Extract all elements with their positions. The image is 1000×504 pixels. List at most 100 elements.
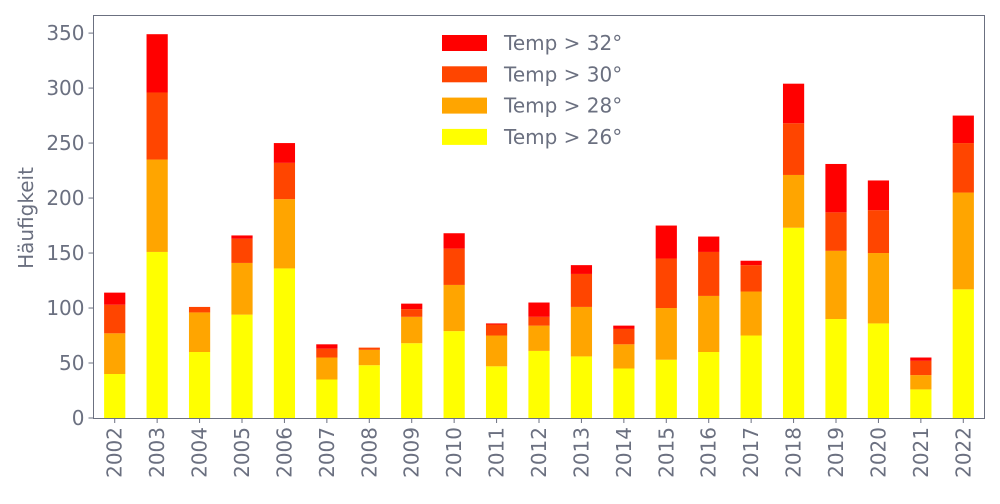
bar-2021-series-2 bbox=[910, 360, 932, 376]
bar-2011-series-1 bbox=[485, 335, 508, 367]
legend-label: Temp > 26° bbox=[503, 125, 622, 149]
x-tick-label: 2022 bbox=[951, 427, 975, 478]
bar-2022-series-0 bbox=[952, 289, 974, 418]
bar-2002-series-2 bbox=[104, 304, 126, 334]
bar-2016-series-1 bbox=[698, 295, 720, 353]
legend-swatch bbox=[442, 128, 487, 145]
legend-swatch bbox=[442, 97, 487, 114]
bar-2009-series-0 bbox=[401, 343, 423, 418]
x-tick-label: 2008 bbox=[357, 427, 381, 478]
bar-2010-series-1 bbox=[443, 284, 465, 332]
bar-2002-series-3 bbox=[104, 292, 126, 305]
bar-2002-series-1 bbox=[104, 333, 126, 375]
bar-2013-series-3 bbox=[570, 265, 593, 274]
x-tick-label: 2014 bbox=[612, 427, 636, 478]
y-tick-label: 100 bbox=[46, 296, 84, 320]
x-tick-label: 2018 bbox=[782, 427, 806, 478]
x-tick-label: 2004 bbox=[188, 427, 212, 478]
bar-2014-series-2 bbox=[613, 328, 635, 345]
bar-2011-series-2 bbox=[485, 324, 508, 336]
bar-2010-series-0 bbox=[443, 331, 465, 418]
y-tick-label: 50 bbox=[59, 351, 84, 375]
y-tick-label: 150 bbox=[46, 241, 84, 265]
bar-2013-series-1 bbox=[570, 306, 593, 357]
bar-2006-series-3 bbox=[273, 143, 296, 163]
bar-2012-series-0 bbox=[528, 350, 550, 418]
bar-2005-series-0 bbox=[231, 314, 253, 418]
x-tick-label: 2017 bbox=[739, 427, 763, 478]
y-tick-label: 250 bbox=[46, 131, 84, 155]
x-tick-label: 2020 bbox=[866, 427, 890, 478]
bar-2015-series-3 bbox=[655, 225, 677, 259]
bar-2015-series-1 bbox=[655, 308, 677, 360]
bar-2018-series-2 bbox=[782, 123, 805, 175]
bar-2019-series-0 bbox=[825, 319, 847, 418]
bar-2020-series-2 bbox=[867, 210, 890, 254]
bar-2017-series-0 bbox=[740, 335, 762, 418]
x-tick-label: 2011 bbox=[485, 427, 509, 478]
y-axis-label: Häufigkeit bbox=[14, 167, 38, 269]
bar-2020-series-3 bbox=[867, 180, 890, 211]
bar-2003-series-3 bbox=[146, 34, 168, 93]
bar-2006-series-1 bbox=[273, 199, 296, 269]
bar-2006-series-0 bbox=[273, 268, 296, 418]
bar-2017-series-3 bbox=[740, 260, 762, 266]
bar-2019-series-3 bbox=[825, 163, 847, 213]
x-tick-label: 2010 bbox=[442, 427, 466, 478]
legend-swatch bbox=[442, 35, 487, 51]
y-tick-label: 300 bbox=[46, 76, 84, 100]
bar-2008-series-0 bbox=[358, 365, 380, 418]
bar-2005-series-3 bbox=[231, 235, 253, 239]
x-tick-label: 2009 bbox=[400, 427, 424, 478]
bar-2014-series-1 bbox=[613, 344, 635, 369]
legend-label: Temp > 28° bbox=[503, 94, 622, 118]
bar-2010-series-2 bbox=[443, 248, 465, 285]
bar-2008-series-2 bbox=[358, 347, 380, 350]
bar-2022-series-2 bbox=[952, 143, 974, 193]
bar-2013-series-2 bbox=[570, 273, 593, 307]
bar-2006-series-2 bbox=[273, 162, 296, 200]
bar-2021-series-0 bbox=[910, 389, 932, 418]
y-tick-label: 0 bbox=[72, 406, 85, 430]
bar-2018-series-3 bbox=[782, 83, 805, 124]
bar-2016-series-3 bbox=[698, 236, 720, 252]
bar-2017-series-1 bbox=[740, 291, 762, 336]
bar-2003-series-1 bbox=[146, 159, 168, 252]
y-tick-label: 350 bbox=[46, 21, 84, 45]
bar-2018-series-1 bbox=[782, 174, 805, 228]
x-tick-label: 2012 bbox=[527, 427, 551, 478]
bar-2018-series-0 bbox=[782, 227, 805, 418]
x-tick-label: 2002 bbox=[103, 427, 127, 478]
bar-2005-series-1 bbox=[231, 262, 253, 315]
bar-2005-series-2 bbox=[231, 238, 253, 263]
bar-2007-series-3 bbox=[316, 344, 338, 349]
legend-swatch bbox=[442, 66, 487, 83]
bar-2011-series-3 bbox=[485, 323, 508, 325]
x-tick-label: 2021 bbox=[909, 427, 933, 478]
bar-2020-series-0 bbox=[867, 323, 890, 418]
legend: Temp > 32° Temp > 30° Temp > 28° Temp > 26° bbox=[442, 31, 622, 149]
y-axis: 0 50 100 150 200 250 300 350 bbox=[46, 21, 94, 430]
x-tick-label: 2013 bbox=[569, 427, 593, 478]
bar-2021-series-1 bbox=[910, 375, 932, 390]
bar-2014-series-0 bbox=[613, 368, 635, 418]
x-axis: 2002 2003 2004 2005 2006 2007 2008 2009 2010 2011… bbox=[103, 418, 975, 478]
bar-2012-series-3 bbox=[528, 302, 550, 317]
bar-2004-series-1 bbox=[188, 312, 211, 353]
bar-2022-series-1 bbox=[952, 192, 974, 290]
bar-2004-series-2 bbox=[188, 306, 211, 313]
x-tick-label: 2016 bbox=[697, 427, 721, 478]
x-tick-label: 2007 bbox=[315, 427, 339, 478]
bar-2009-series-2 bbox=[401, 309, 423, 317]
bar-2022-series-3 bbox=[952, 115, 974, 144]
legend-label: Temp > 30° bbox=[503, 62, 622, 86]
bar-2021-series-3 bbox=[910, 357, 932, 361]
bar-2019-series-2 bbox=[825, 212, 847, 251]
bar-2012-series-2 bbox=[528, 316, 550, 326]
bar-2007-series-0 bbox=[316, 379, 338, 418]
bar-2014-series-3 bbox=[613, 325, 635, 329]
bar-2016-series-0 bbox=[698, 352, 720, 418]
x-tick-label: 2003 bbox=[145, 427, 169, 478]
bar-2015-series-0 bbox=[655, 359, 677, 418]
